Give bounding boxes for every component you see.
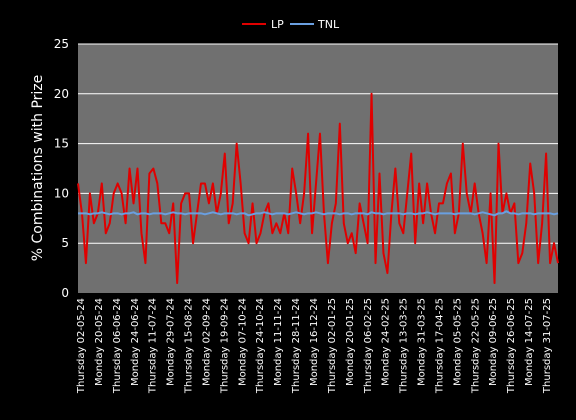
y-tick-label: 25 <box>54 37 69 51</box>
x-tick-label: Monday 07-10-24 <box>237 298 248 386</box>
x-tick-label: Thursday 02-01-25 <box>327 298 338 394</box>
x-tick-label: Monday 20-05-24 <box>94 298 105 386</box>
x-tick-label: Thursday 11-07-24 <box>148 298 159 394</box>
x-tick-label: Monday 24-06-24 <box>130 298 141 386</box>
series-line-tnl <box>78 210 559 217</box>
x-tick-label: Thursday 24-10-24 <box>255 298 266 394</box>
y-axis-label: % Combinations with Prize <box>30 75 46 261</box>
x-tick-label: Monday 24-02-25 <box>381 298 392 386</box>
x-tick-label: Monday 14-07-25 <box>524 298 535 386</box>
x-tick-label: Thursday 22-05-25 <box>470 298 481 394</box>
y-tick-label: 15 <box>54 137 69 151</box>
x-tick-label: Monday 05-05-25 <box>452 298 463 386</box>
x-tick-label: Monday 09-06-25 <box>488 298 499 386</box>
x-tick-label: Monday 16-12-24 <box>309 298 320 386</box>
x-tick-label: Thursday 17-04-25 <box>435 298 446 394</box>
x-tick-label: Thursday 26-06-25 <box>506 298 517 394</box>
y-tick-label: 0 <box>61 286 69 300</box>
x-tick-label: Thursday 06-06-24 <box>112 298 123 394</box>
x-tick-label: Monday 31-03-25 <box>417 298 428 386</box>
x-tick-label: Monday 20-01-25 <box>345 298 356 386</box>
x-tick-label: Thursday 19-09-24 <box>219 298 230 394</box>
x-tick-label: Thursday 02-05-24 <box>76 298 87 394</box>
series-lines <box>77 92 559 285</box>
x-tick-label: Monday 02-09-24 <box>202 298 213 386</box>
legend: LP TNL <box>242 18 340 31</box>
x-tick-label: Thursday 15-08-24 <box>184 298 195 394</box>
x-tick-label: Monday 29-07-24 <box>166 298 177 386</box>
y-tick-label: 5 <box>61 236 69 250</box>
legend-label-tnl: TNL <box>317 18 340 31</box>
x-tick-label: Thursday 28-11-24 <box>291 298 302 394</box>
x-tick-label: Thursday 06-02-25 <box>363 298 374 394</box>
x-tick-label: Thursday 31-07-25 <box>542 298 553 394</box>
x-axis-ticks: Thursday 02-05-24 Monday 20-05-24 Thursday… <box>76 298 553 394</box>
series-line-lp <box>77 92 559 285</box>
y-axis-ticks: 0 5 10 15 20 25 <box>54 37 69 300</box>
y-tick-label: 10 <box>54 186 69 200</box>
x-tick-label: Monday 11-11-24 <box>273 298 284 386</box>
legend-label-lp: LP <box>271 18 284 31</box>
y-tick-label: 20 <box>54 87 69 101</box>
x-tick-label: Thursday 13-03-25 <box>399 298 410 394</box>
